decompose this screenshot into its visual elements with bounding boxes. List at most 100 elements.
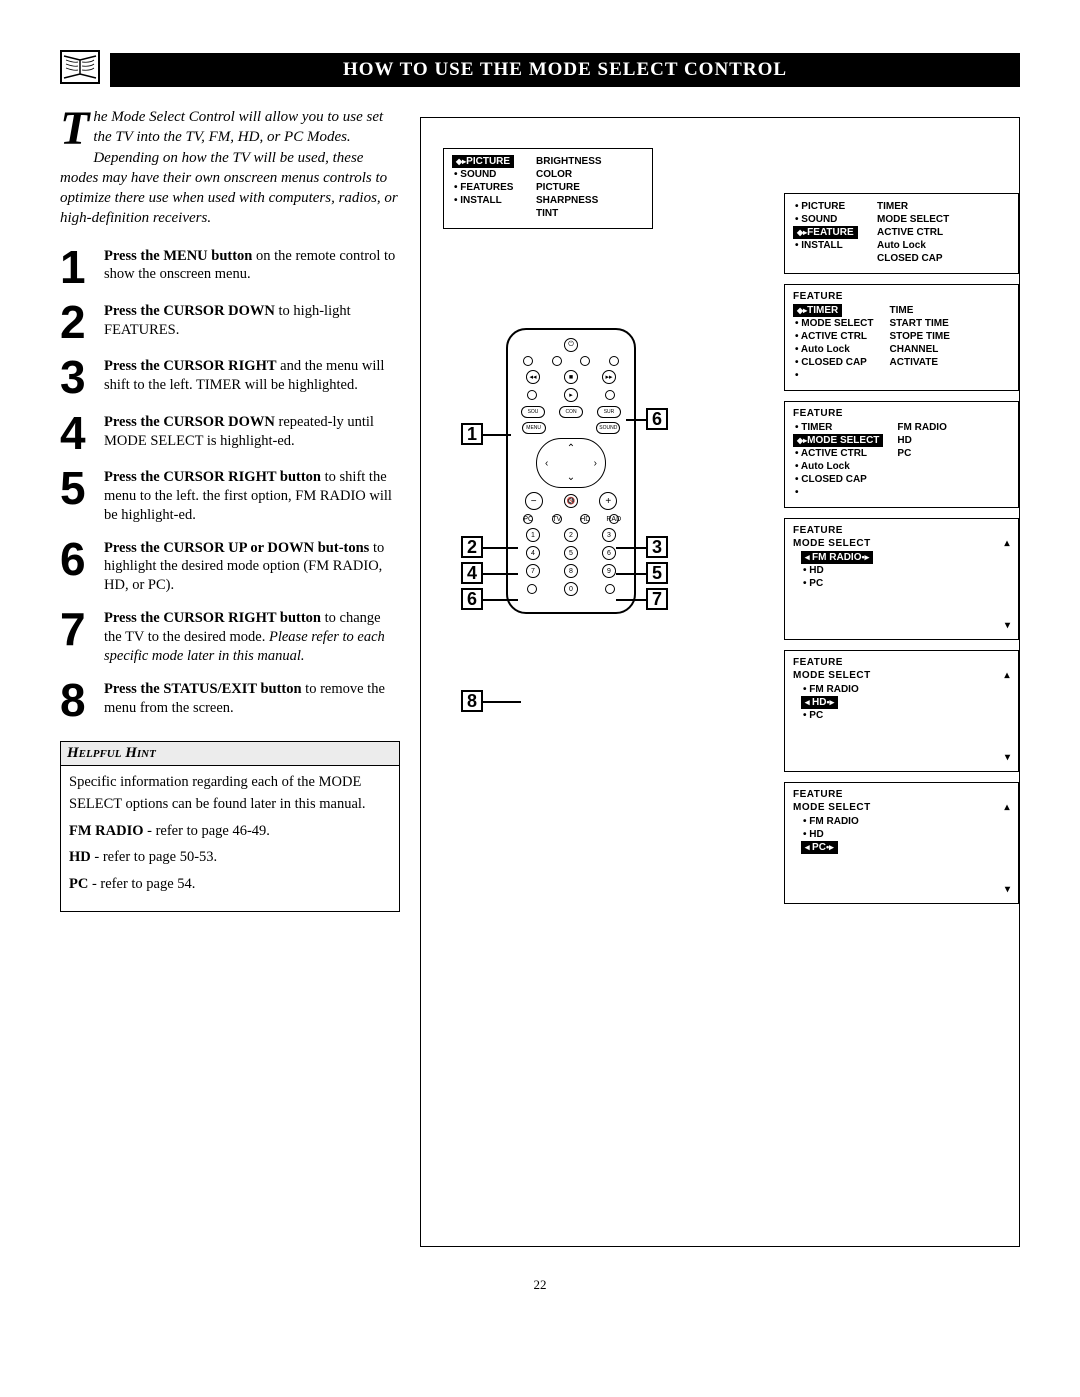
- callout-8: 8: [461, 690, 483, 712]
- hint-line: PC - refer to page 54.: [69, 874, 391, 896]
- menu-modeselect-pc: FEATUREMODE SELECTFM RADIOHDPC: [784, 782, 1019, 904]
- remote-btn: HD: [580, 514, 590, 524]
- intro-text: he Mode Select Control will allow you to…: [60, 109, 398, 226]
- step-number: 8: [60, 680, 92, 721]
- vol-down: −: [525, 492, 543, 510]
- sound-button: SOUND: [596, 422, 620, 434]
- step-number: 3: [60, 357, 92, 398]
- menu-feature-modeselect: FEATURETIMERMODE SELECTACTIVE CTRLAuto L…: [784, 401, 1019, 508]
- rec-icon: [527, 390, 537, 400]
- line: [483, 701, 521, 703]
- step-4: 4 Press the CURSOR DOWN repeated-ly until…: [60, 413, 400, 454]
- line: [616, 547, 646, 549]
- left-column: The Mode Select Control will allow you t…: [60, 107, 400, 1247]
- menu-picture: PICTURESOUNDFEATURESINSTALLBRIGHTNESSCOL…: [443, 148, 653, 229]
- step-text: Press the CURSOR RIGHT button to change …: [104, 609, 400, 666]
- step-text: Press the STATUS/EXIT button to remove t…: [104, 680, 400, 721]
- page-title: HOW TO USE THE MODE SELECT CONTROL: [343, 59, 787, 80]
- remote-btn: PC: [523, 514, 533, 524]
- callout-5: 5: [646, 562, 668, 584]
- step-5: 5Press the CURSOR RIGHT button to shift …: [60, 468, 400, 525]
- play-icon: ▸: [564, 388, 578, 402]
- vol-up: +: [599, 492, 617, 510]
- menu-feature-main: PICTURESOUNDFEATUREINSTALLTIMERMODE SELE…: [784, 193, 1019, 274]
- status-exit: [527, 584, 537, 594]
- step-text: Press the CURSOR DOWN repeated-ly until …: [104, 413, 400, 454]
- step-1: 1 Press the MENU button on the remote con…: [60, 247, 400, 288]
- remote-btn: CON: [559, 406, 583, 418]
- mute-icon: 🔇: [564, 494, 578, 508]
- rewind-icon: ◂◂: [526, 370, 540, 384]
- callout-3: 3: [646, 536, 668, 558]
- step-text: Press the MENU button on the remote cont…: [104, 247, 400, 288]
- surf-button: [605, 584, 615, 594]
- menu-modeselect-hd: FEATUREMODE SELECTFM RADIOHDPC: [784, 650, 1019, 772]
- key-6: 6: [602, 546, 616, 560]
- key-9: 9: [602, 564, 616, 578]
- key-3: 3: [602, 528, 616, 542]
- step-number: 6: [60, 539, 92, 596]
- diagram-area: PICTURESOUNDFEATURESINSTALLBRIGHTNESSCOL…: [420, 117, 1020, 1247]
- dropcap: T: [60, 107, 93, 150]
- hint-line: FM RADIO - refer to page 46-49.: [69, 821, 391, 843]
- hint-line: HD - refer to page 50-53.: [69, 847, 391, 869]
- hint-body: Specific information regarding each of t…: [61, 766, 399, 911]
- remote-btn: [523, 356, 533, 366]
- stop-icon: ■: [564, 370, 578, 384]
- remote-btn: [580, 356, 590, 366]
- callout-1: 1: [461, 423, 483, 445]
- callout-4: 4: [461, 562, 483, 584]
- remote-btn: TV: [552, 514, 562, 524]
- callout-6l: 6: [461, 588, 483, 610]
- line: [616, 599, 646, 601]
- intro-paragraph: The Mode Select Control will allow you t…: [60, 107, 400, 229]
- line: [483, 599, 518, 601]
- line: [626, 419, 646, 421]
- step-7: 7Press the CURSOR RIGHT button to change…: [60, 609, 400, 666]
- key-4: 4: [526, 546, 540, 560]
- step-8: 8 Press the STATUS/EXIT button to remove …: [60, 680, 400, 721]
- right-column: PICTURESOUNDFEATURESINSTALLBRIGHTNESSCOL…: [420, 107, 1020, 1247]
- step-number: 4: [60, 413, 92, 454]
- power-icon: ⏻: [564, 338, 578, 352]
- step-number: 1: [60, 247, 92, 288]
- manual-icon: [60, 50, 100, 89]
- remote-control: ⏻ ◂◂■▸▸ ▸ SOUCONSUR MENUSOUND ⌃⌄‹› −🔇+ P…: [471, 328, 671, 614]
- steps-list: 1 Press the MENU button on the remote con…: [60, 247, 400, 722]
- ffwd-icon: ▸▸: [602, 370, 616, 384]
- step-number: 5: [60, 468, 92, 525]
- step-text: Press the CURSOR UP or DOWN but-tons to …: [104, 539, 400, 596]
- step-number: 7: [60, 609, 92, 666]
- hint-intro: Specific information regarding each of t…: [69, 772, 391, 816]
- line: [483, 434, 511, 436]
- remote-btn: SOU: [521, 406, 545, 418]
- menu-button: MENU: [522, 422, 546, 434]
- line: [483, 547, 518, 549]
- page-title-bar: HOW TO USE THE MODE SELECT CONTROL: [110, 53, 1020, 87]
- step-2: 2 Press the CURSOR DOWN to high-light FEA…: [60, 302, 400, 343]
- page-number: 22: [60, 1277, 1020, 1293]
- callout-7: 7: [646, 588, 668, 610]
- step-text: Press the CURSOR RIGHT button to shift t…: [104, 468, 400, 525]
- step-text: Press the CURSOR RIGHT and the menu will…: [104, 357, 400, 398]
- menu-stack: PICTURESOUNDFEATUREINSTALLTIMERMODE SELE…: [784, 193, 1019, 914]
- remote-btn: [552, 356, 562, 366]
- key-8: 8: [564, 564, 578, 578]
- step-6: 6Press the CURSOR UP or DOWN but-tons to…: [60, 539, 400, 596]
- key-1: 1: [526, 528, 540, 542]
- pause-icon: [605, 390, 615, 400]
- line: [616, 573, 646, 575]
- step-3: 3 Press the CURSOR RIGHT and the menu wil…: [60, 357, 400, 398]
- callout-6r: 6: [646, 408, 668, 430]
- remote-btn: [609, 356, 619, 366]
- dpad: ⌃⌄‹›: [536, 438, 606, 488]
- menu-feature-timer: FEATURETIMERMODE SELECTACTIVE CTRLAuto L…: [784, 284, 1019, 391]
- callout-2: 2: [461, 536, 483, 558]
- hint-title: Helpful Hint: [61, 742, 399, 766]
- header-row: HOW TO USE THE MODE SELECT CONTROL: [60, 50, 1020, 89]
- step-number: 2: [60, 302, 92, 343]
- line: [483, 573, 518, 575]
- key-2: 2: [564, 528, 578, 542]
- step-text: Press the CURSOR DOWN to high-light FEAT…: [104, 302, 400, 343]
- key-5: 5: [564, 546, 578, 560]
